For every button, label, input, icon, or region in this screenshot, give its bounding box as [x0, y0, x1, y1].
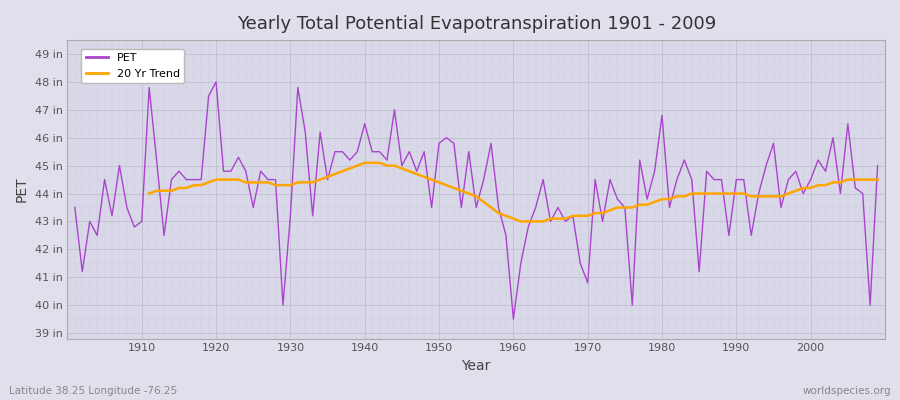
- Legend: PET, 20 Yr Trend: PET, 20 Yr Trend: [81, 49, 184, 83]
- Text: Latitude 38.25 Longitude -76.25: Latitude 38.25 Longitude -76.25: [9, 386, 177, 396]
- Text: worldspecies.org: worldspecies.org: [803, 386, 891, 396]
- Title: Yearly Total Potential Evapotranspiration 1901 - 2009: Yearly Total Potential Evapotranspiratio…: [237, 15, 716, 33]
- X-axis label: Year: Year: [462, 359, 490, 373]
- Y-axis label: PET: PET: [15, 176, 29, 202]
